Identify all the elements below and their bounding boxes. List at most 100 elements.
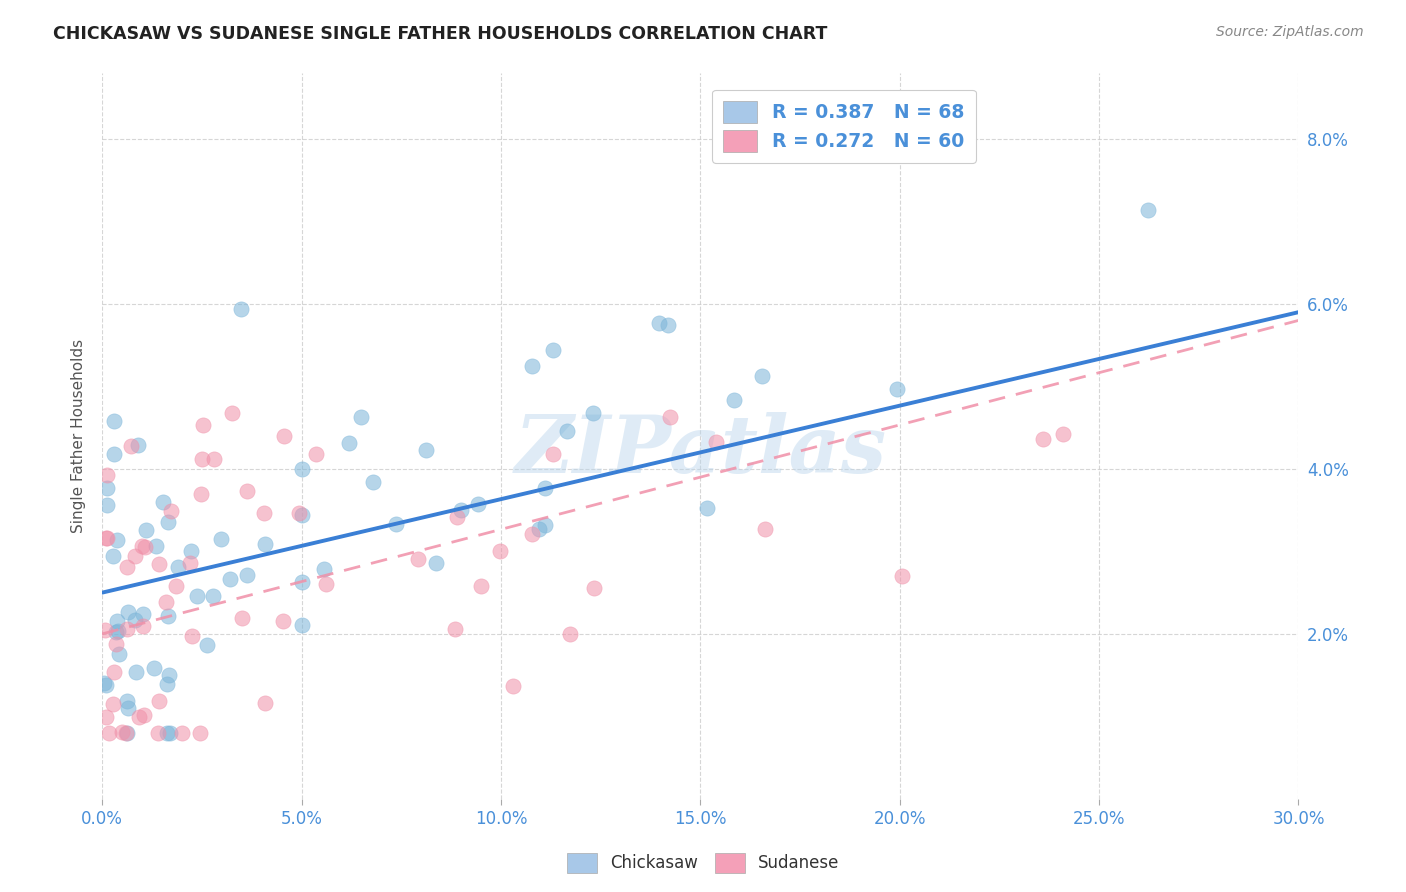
Point [446, 510, 468, 524]
Point [349, 410, 371, 425]
Point [254, 537, 277, 551]
Point [96, 481, 118, 495]
Point [103, 665, 125, 679]
Point [291, 618, 314, 632]
Point [148, 694, 170, 708]
Point [415, 443, 437, 458]
Point [167, 560, 190, 574]
Point [117, 605, 139, 619]
Point [134, 707, 156, 722]
Point [132, 619, 155, 633]
Point [155, 595, 177, 609]
Point [104, 625, 127, 640]
Point [170, 726, 193, 740]
Point [1137, 202, 1160, 217]
Point [582, 581, 605, 595]
Point [94, 531, 117, 545]
Point [181, 629, 204, 643]
Point [231, 611, 253, 625]
Point [115, 622, 138, 636]
Point [1032, 433, 1054, 447]
Point [425, 556, 447, 570]
Point [704, 435, 727, 450]
Text: CHICKASAW VS SUDANESE SINGLE FATHER HOUSEHOLDS CORRELATION CHART: CHICKASAW VS SUDANESE SINGLE FATHER HOUS… [53, 25, 828, 43]
Point [291, 462, 314, 476]
Point [157, 668, 180, 682]
Point [103, 414, 125, 428]
Point [125, 665, 148, 680]
Point [96, 468, 118, 483]
Point [648, 316, 671, 330]
Point [470, 579, 492, 593]
Point [444, 622, 467, 636]
Point [101, 549, 124, 564]
Point [696, 500, 718, 515]
Text: Source: ZipAtlas.com: Source: ZipAtlas.com [1216, 25, 1364, 39]
Point [117, 700, 139, 714]
Point [108, 647, 131, 661]
Point [148, 557, 170, 571]
Point [254, 696, 277, 710]
Point [191, 451, 214, 466]
Point [891, 569, 914, 583]
Point [143, 660, 166, 674]
Point [97, 726, 120, 740]
Point [522, 527, 544, 541]
Point [146, 726, 169, 740]
Point [541, 447, 564, 461]
Point [751, 369, 773, 384]
Point [502, 679, 524, 693]
Point [337, 436, 360, 450]
Point [156, 609, 179, 624]
Point [754, 522, 776, 536]
Point [165, 579, 187, 593]
Point [209, 533, 232, 547]
Point [723, 392, 745, 407]
Point [522, 359, 544, 373]
Point [107, 624, 129, 638]
Point [124, 613, 146, 627]
Y-axis label: Single Father Households: Single Father Households [72, 339, 86, 533]
Point [120, 439, 142, 453]
Point [145, 539, 167, 553]
Point [117, 560, 139, 574]
Point [180, 543, 202, 558]
Point [555, 424, 578, 438]
Point [659, 410, 682, 425]
Point [186, 589, 208, 603]
Point [132, 607, 155, 621]
Point [159, 726, 181, 740]
Point [527, 522, 550, 536]
Point [179, 556, 201, 570]
Point [115, 726, 138, 740]
Point [111, 724, 134, 739]
Point [560, 627, 582, 641]
Point [156, 676, 179, 690]
Point [288, 506, 311, 520]
Point [202, 451, 225, 466]
Point [135, 523, 157, 537]
Point [582, 406, 605, 420]
Point [291, 508, 314, 522]
Point [96, 710, 118, 724]
Point [305, 447, 328, 461]
Point [657, 318, 679, 332]
Point [127, 438, 149, 452]
Point [236, 484, 259, 499]
Point [1052, 426, 1074, 441]
Point [94, 678, 117, 692]
Point [188, 726, 211, 740]
Point [886, 382, 908, 396]
Point [312, 562, 335, 576]
Point [115, 726, 138, 740]
Point [115, 693, 138, 707]
Point [105, 615, 128, 629]
Point [541, 343, 564, 357]
Point [190, 486, 212, 500]
Point [152, 495, 174, 509]
Point [221, 406, 243, 420]
Point [124, 549, 146, 563]
Point [134, 540, 156, 554]
Point [195, 638, 218, 652]
Point [157, 515, 180, 529]
